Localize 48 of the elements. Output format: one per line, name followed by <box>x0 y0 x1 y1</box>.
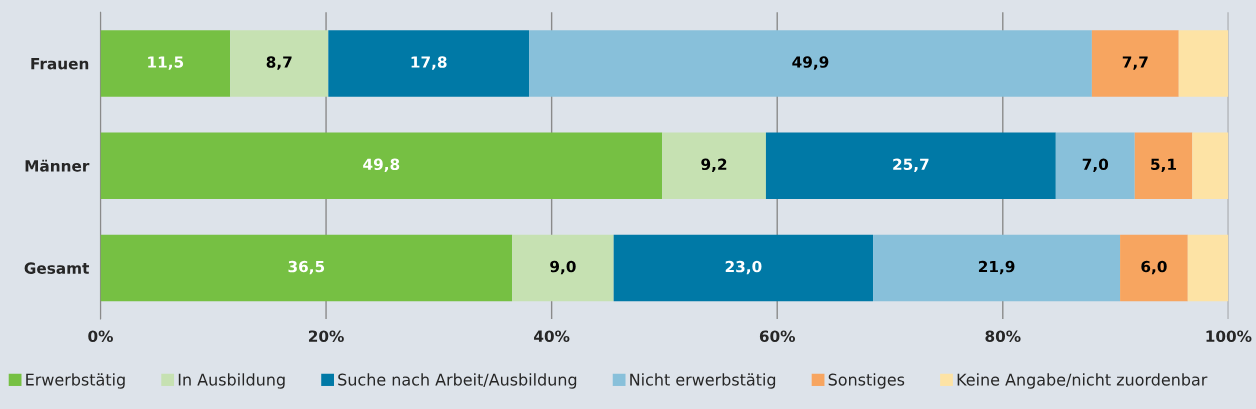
text: 6,0 <box>1141 260 1167 275</box>
text: 49,8 <box>363 158 400 173</box>
text: 7,7 <box>1122 56 1148 70</box>
text: 25,7 <box>893 158 929 173</box>
bar <box>512 234 614 302</box>
legend-label: Keine Angabe/nicht zuordenbar <box>957 373 1208 389</box>
text: 7,0 <box>1082 158 1109 173</box>
bar <box>1091 30 1179 97</box>
bar <box>1120 234 1188 302</box>
bar <box>100 30 231 97</box>
legend-label: Nicht erwerbstätig <box>630 373 776 389</box>
bar <box>613 234 874 302</box>
text: 21,9 <box>978 260 1015 275</box>
y-tick-label: Gesamt <box>24 262 90 274</box>
legend-label: Suche nach Arbeit/Ausbildung <box>338 373 577 389</box>
text: 9,2 <box>701 158 727 173</box>
bar <box>1187 234 1229 302</box>
legend-label: Erwerbstätig <box>26 373 125 389</box>
bar <box>873 234 1121 302</box>
text: 11,5 <box>148 56 184 70</box>
y-tick-label: Frauen <box>31 58 89 70</box>
bar <box>328 30 530 97</box>
y-tick-label: Männer <box>25 159 90 172</box>
bar <box>100 132 663 199</box>
text: 8,7 <box>266 56 292 70</box>
bar <box>765 132 1056 199</box>
bar <box>230 30 329 97</box>
text: 23,0 <box>725 260 762 275</box>
bar <box>529 30 1092 97</box>
bar <box>1134 132 1193 199</box>
x-tick-label: 0% <box>88 330 113 342</box>
x-tick-label: 60% <box>759 330 796 342</box>
text: 5,1 <box>1151 158 1176 173</box>
bar <box>1192 132 1229 199</box>
text: 9,0 <box>550 260 576 275</box>
legend-label: In Ausbildung <box>178 373 285 389</box>
x-tick-label: 20% <box>308 330 344 342</box>
legend-label: Sonstiges <box>828 373 905 389</box>
bar <box>1178 30 1229 97</box>
bar <box>662 132 766 199</box>
text: 17,8 <box>411 56 447 70</box>
x-tick-label: 80% <box>985 330 1021 342</box>
x-tick-label: 40% <box>534 330 570 342</box>
text: 49,9 <box>792 56 829 70</box>
bar <box>100 234 513 302</box>
bar <box>1055 132 1135 199</box>
x-tick-label: 100% <box>1206 330 1252 342</box>
text: 36,5 <box>288 260 325 275</box>
